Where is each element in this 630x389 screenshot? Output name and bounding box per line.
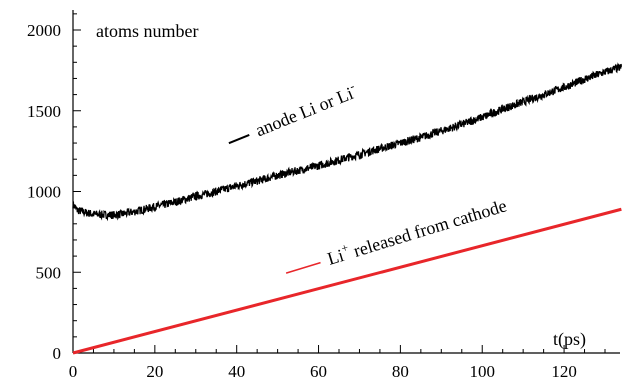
series-anode-line — [72, 62, 623, 222]
y-tick-label: 2000 — [27, 21, 61, 40]
y-tick-label: 1000 — [27, 183, 61, 202]
annotations: atoms number t(ps) anode Li or Li- Li+ re… — [96, 21, 586, 350]
y-tick-label: 1500 — [27, 102, 61, 121]
x-tick-label: 60 — [310, 362, 327, 381]
x-tick-label: 80 — [392, 362, 409, 381]
y-axis-label: atoms number — [96, 21, 198, 41]
annotation-cathode-text: Li+ released from cathode — [324, 192, 509, 268]
series-cathode-line — [72, 207, 622, 355]
axes: 0 20 40 60 80 100 120 0 500 1000 1500 2000 — [27, 10, 620, 381]
annotation-anode: anode Li or Li- — [228, 79, 360, 145]
legend-swatch-anode — [228, 134, 250, 145]
legend-swatch-cathode — [285, 261, 321, 274]
annotation-anode-text: anode Li or Li- — [251, 79, 359, 141]
x-axis-label: t(ps) — [553, 329, 586, 350]
y-tick-label: 500 — [36, 263, 62, 282]
annotation-anode-sup: - — [347, 79, 356, 93]
series-layer — [72, 62, 623, 355]
x-tick-label: 100 — [469, 362, 495, 381]
annotation-cathode-rest: released from cathode — [347, 195, 509, 262]
x-tick-label: 20 — [146, 362, 163, 381]
annotation-cathode-sup: + — [339, 240, 350, 255]
x-tick-label: 0 — [69, 362, 78, 381]
x-tick-label: 120 — [551, 362, 577, 381]
x-tick-label: 40 — [228, 362, 245, 381]
y-tick-label: 0 — [53, 344, 62, 363]
